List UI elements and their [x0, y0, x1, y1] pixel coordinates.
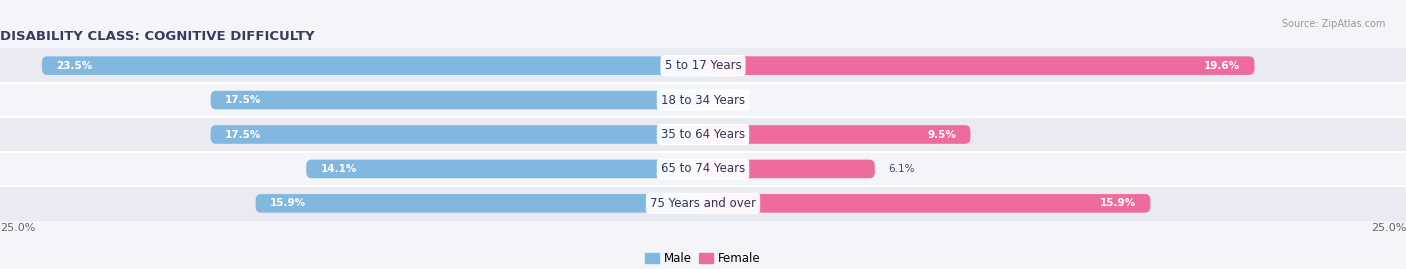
Text: 19.6%: 19.6%: [1204, 61, 1240, 71]
FancyBboxPatch shape: [307, 160, 703, 178]
FancyBboxPatch shape: [0, 48, 1406, 83]
Text: 75 Years and over: 75 Years and over: [650, 197, 756, 210]
Text: 35 to 64 Years: 35 to 64 Years: [661, 128, 745, 141]
Text: 17.5%: 17.5%: [225, 95, 262, 105]
FancyBboxPatch shape: [211, 91, 703, 109]
Text: 25.0%: 25.0%: [0, 223, 35, 233]
Text: 9.5%: 9.5%: [927, 129, 956, 140]
Legend: Male, Female: Male, Female: [641, 247, 765, 269]
FancyBboxPatch shape: [256, 194, 703, 213]
FancyBboxPatch shape: [0, 186, 1406, 221]
FancyBboxPatch shape: [211, 125, 703, 144]
Text: 15.9%: 15.9%: [270, 198, 307, 208]
Text: DISABILITY CLASS: COGNITIVE DIFFICULTY: DISABILITY CLASS: COGNITIVE DIFFICULTY: [0, 30, 315, 43]
Text: 17.5%: 17.5%: [225, 129, 262, 140]
Text: 25.0%: 25.0%: [1371, 223, 1406, 233]
Text: 6.1%: 6.1%: [889, 164, 915, 174]
Text: 5 to 17 Years: 5 to 17 Years: [665, 59, 741, 72]
FancyBboxPatch shape: [703, 194, 1150, 213]
FancyBboxPatch shape: [703, 91, 717, 109]
Text: 65 to 74 Years: 65 to 74 Years: [661, 162, 745, 175]
Text: 18 to 34 Years: 18 to 34 Years: [661, 94, 745, 107]
Text: 0.0%: 0.0%: [717, 95, 744, 105]
FancyBboxPatch shape: [703, 56, 1254, 75]
Text: 23.5%: 23.5%: [56, 61, 93, 71]
FancyBboxPatch shape: [42, 56, 703, 75]
FancyBboxPatch shape: [0, 83, 1406, 117]
FancyBboxPatch shape: [703, 125, 970, 144]
FancyBboxPatch shape: [0, 117, 1406, 152]
FancyBboxPatch shape: [0, 152, 1406, 186]
FancyBboxPatch shape: [703, 160, 875, 178]
Text: Source: ZipAtlas.com: Source: ZipAtlas.com: [1281, 19, 1385, 29]
Text: 15.9%: 15.9%: [1099, 198, 1136, 208]
Text: 14.1%: 14.1%: [321, 164, 357, 174]
